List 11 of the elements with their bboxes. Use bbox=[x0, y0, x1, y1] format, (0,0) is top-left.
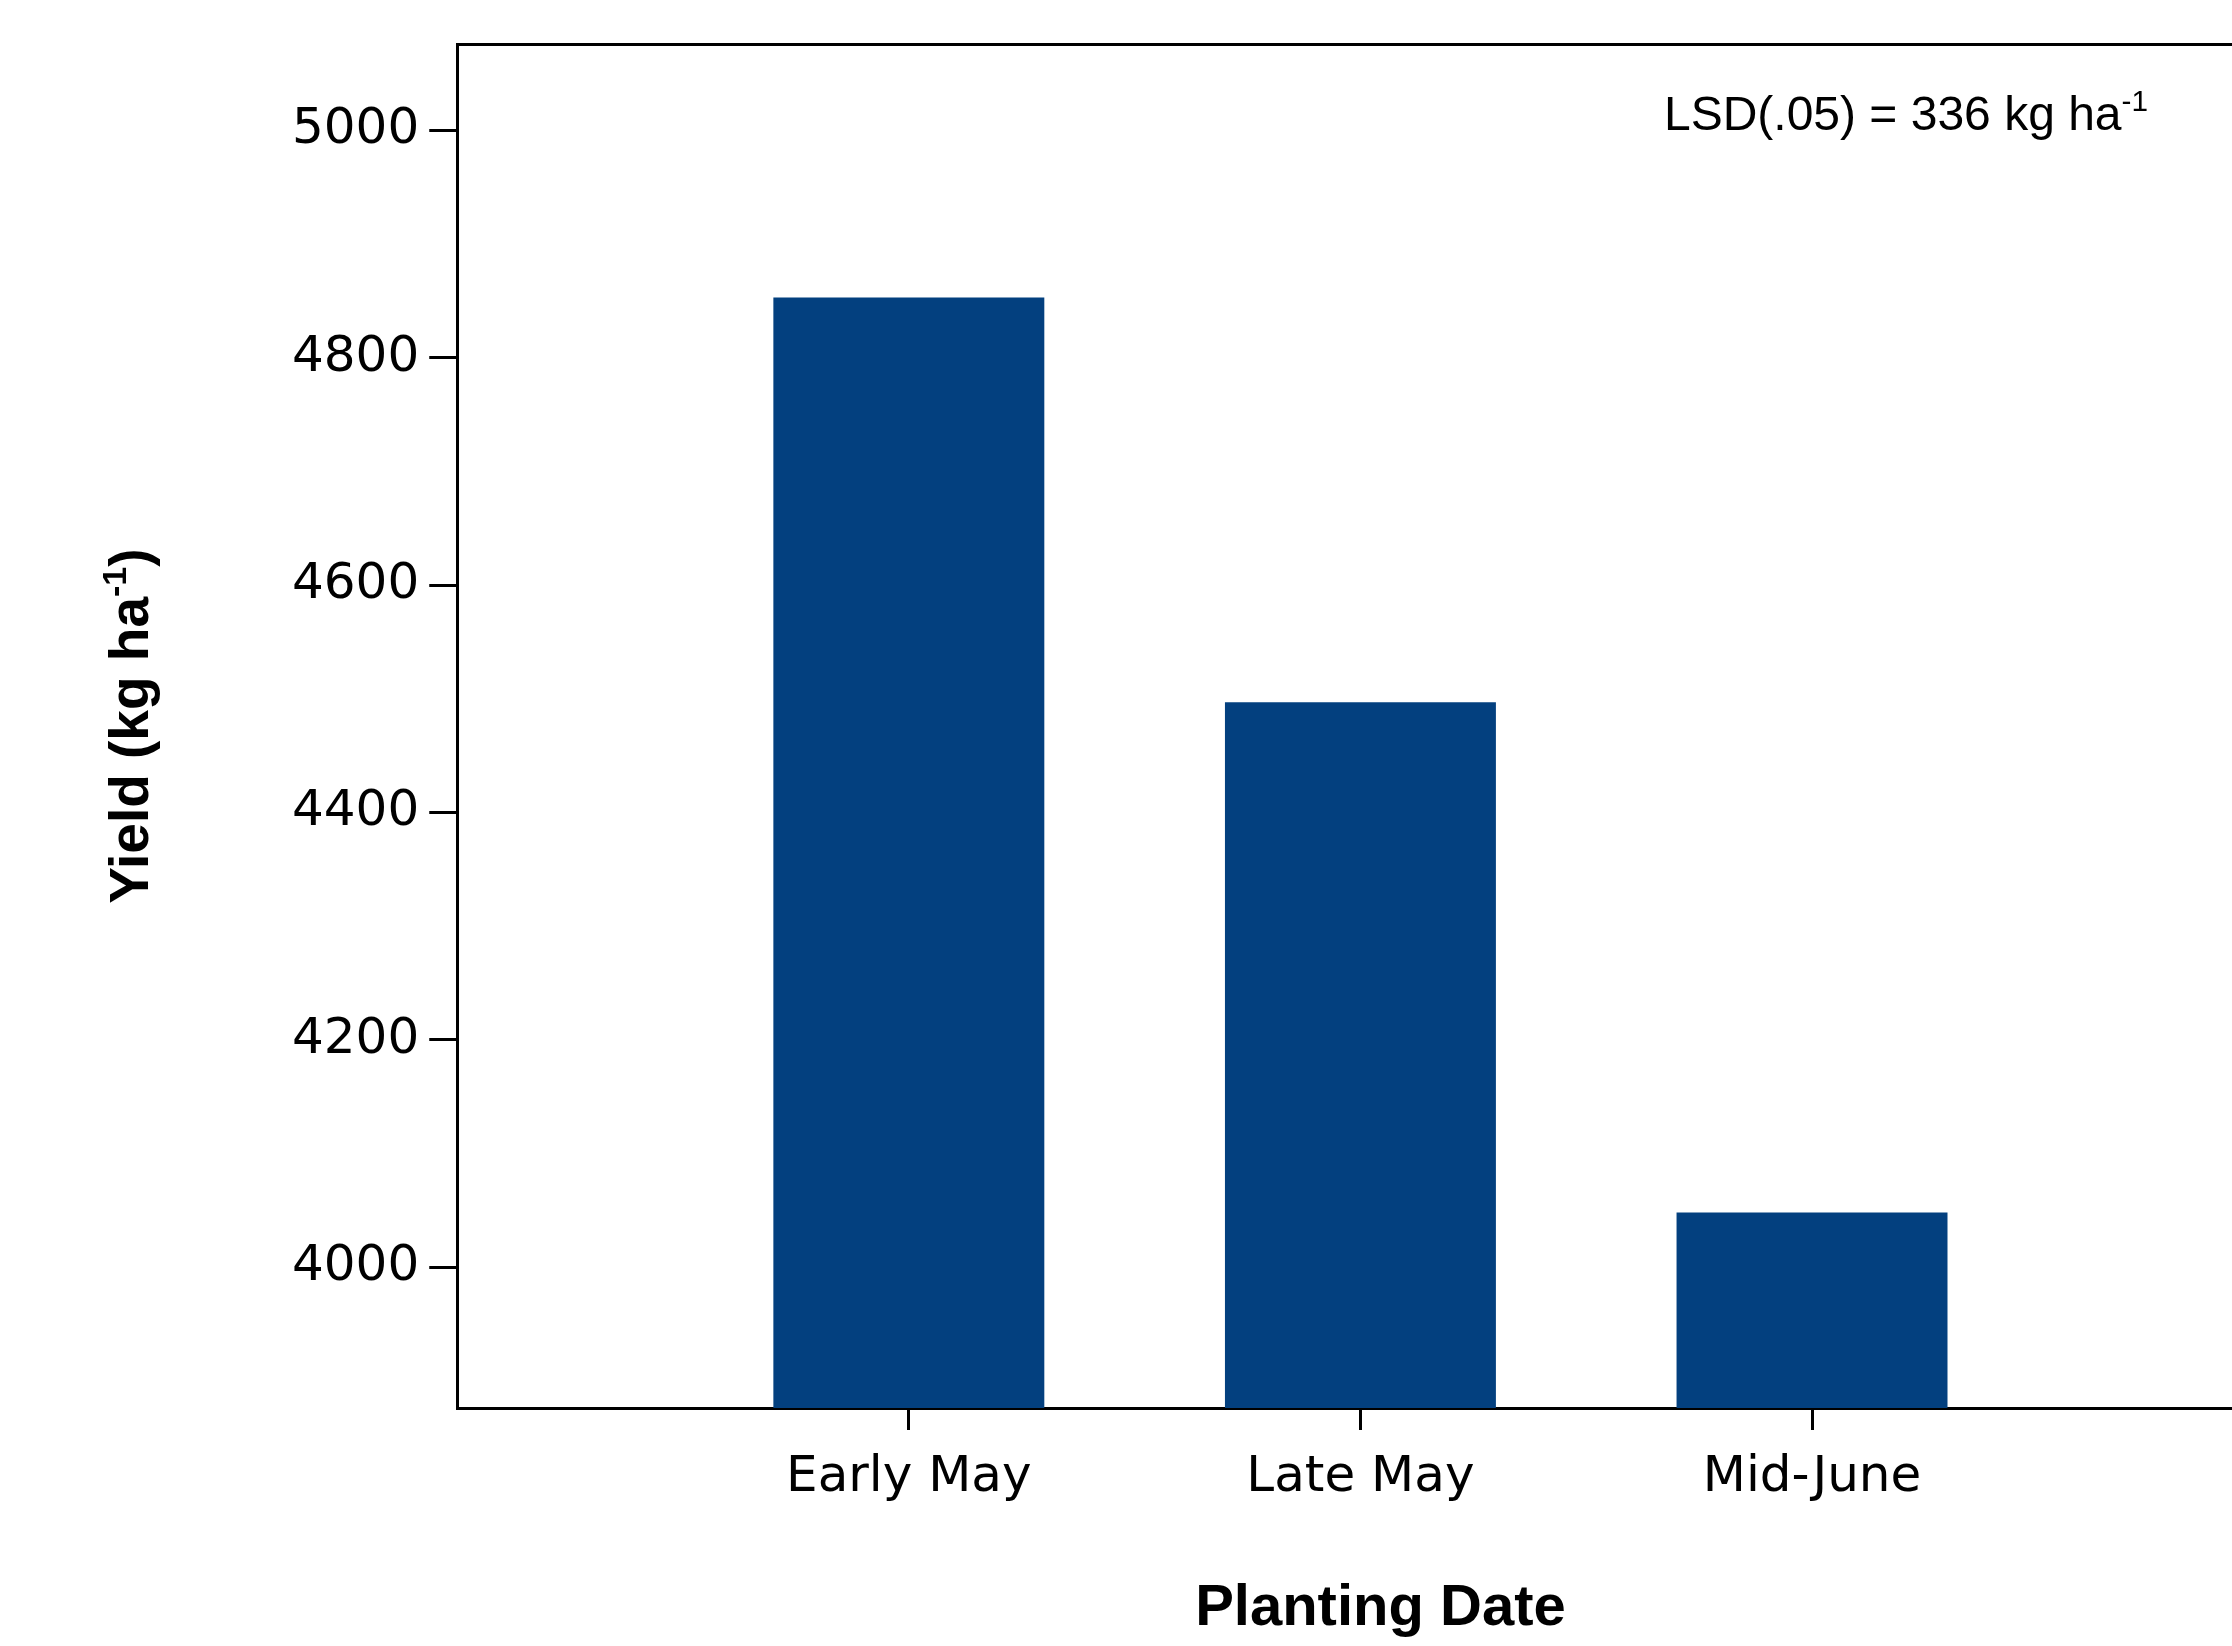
y-tick-label: 4400 bbox=[292, 779, 420, 838]
y-tick-label: 4800 bbox=[292, 324, 420, 383]
y-axis-title: Yield (kg ha-1) bbox=[95, 548, 160, 904]
x-tick-label: Mid-June bbox=[1702, 1444, 1922, 1503]
y-tick-label: 5000 bbox=[292, 97, 420, 156]
y-tick-label: 4000 bbox=[292, 1234, 420, 1293]
x-tick-label: Late May bbox=[1246, 1444, 1475, 1503]
y-tick-label: 4600 bbox=[292, 552, 420, 611]
x-tick-label: Early May bbox=[786, 1444, 1032, 1503]
y-tick-label: 4200 bbox=[292, 1006, 420, 1065]
x-axis-title: Planting Date bbox=[1195, 1572, 1566, 1637]
